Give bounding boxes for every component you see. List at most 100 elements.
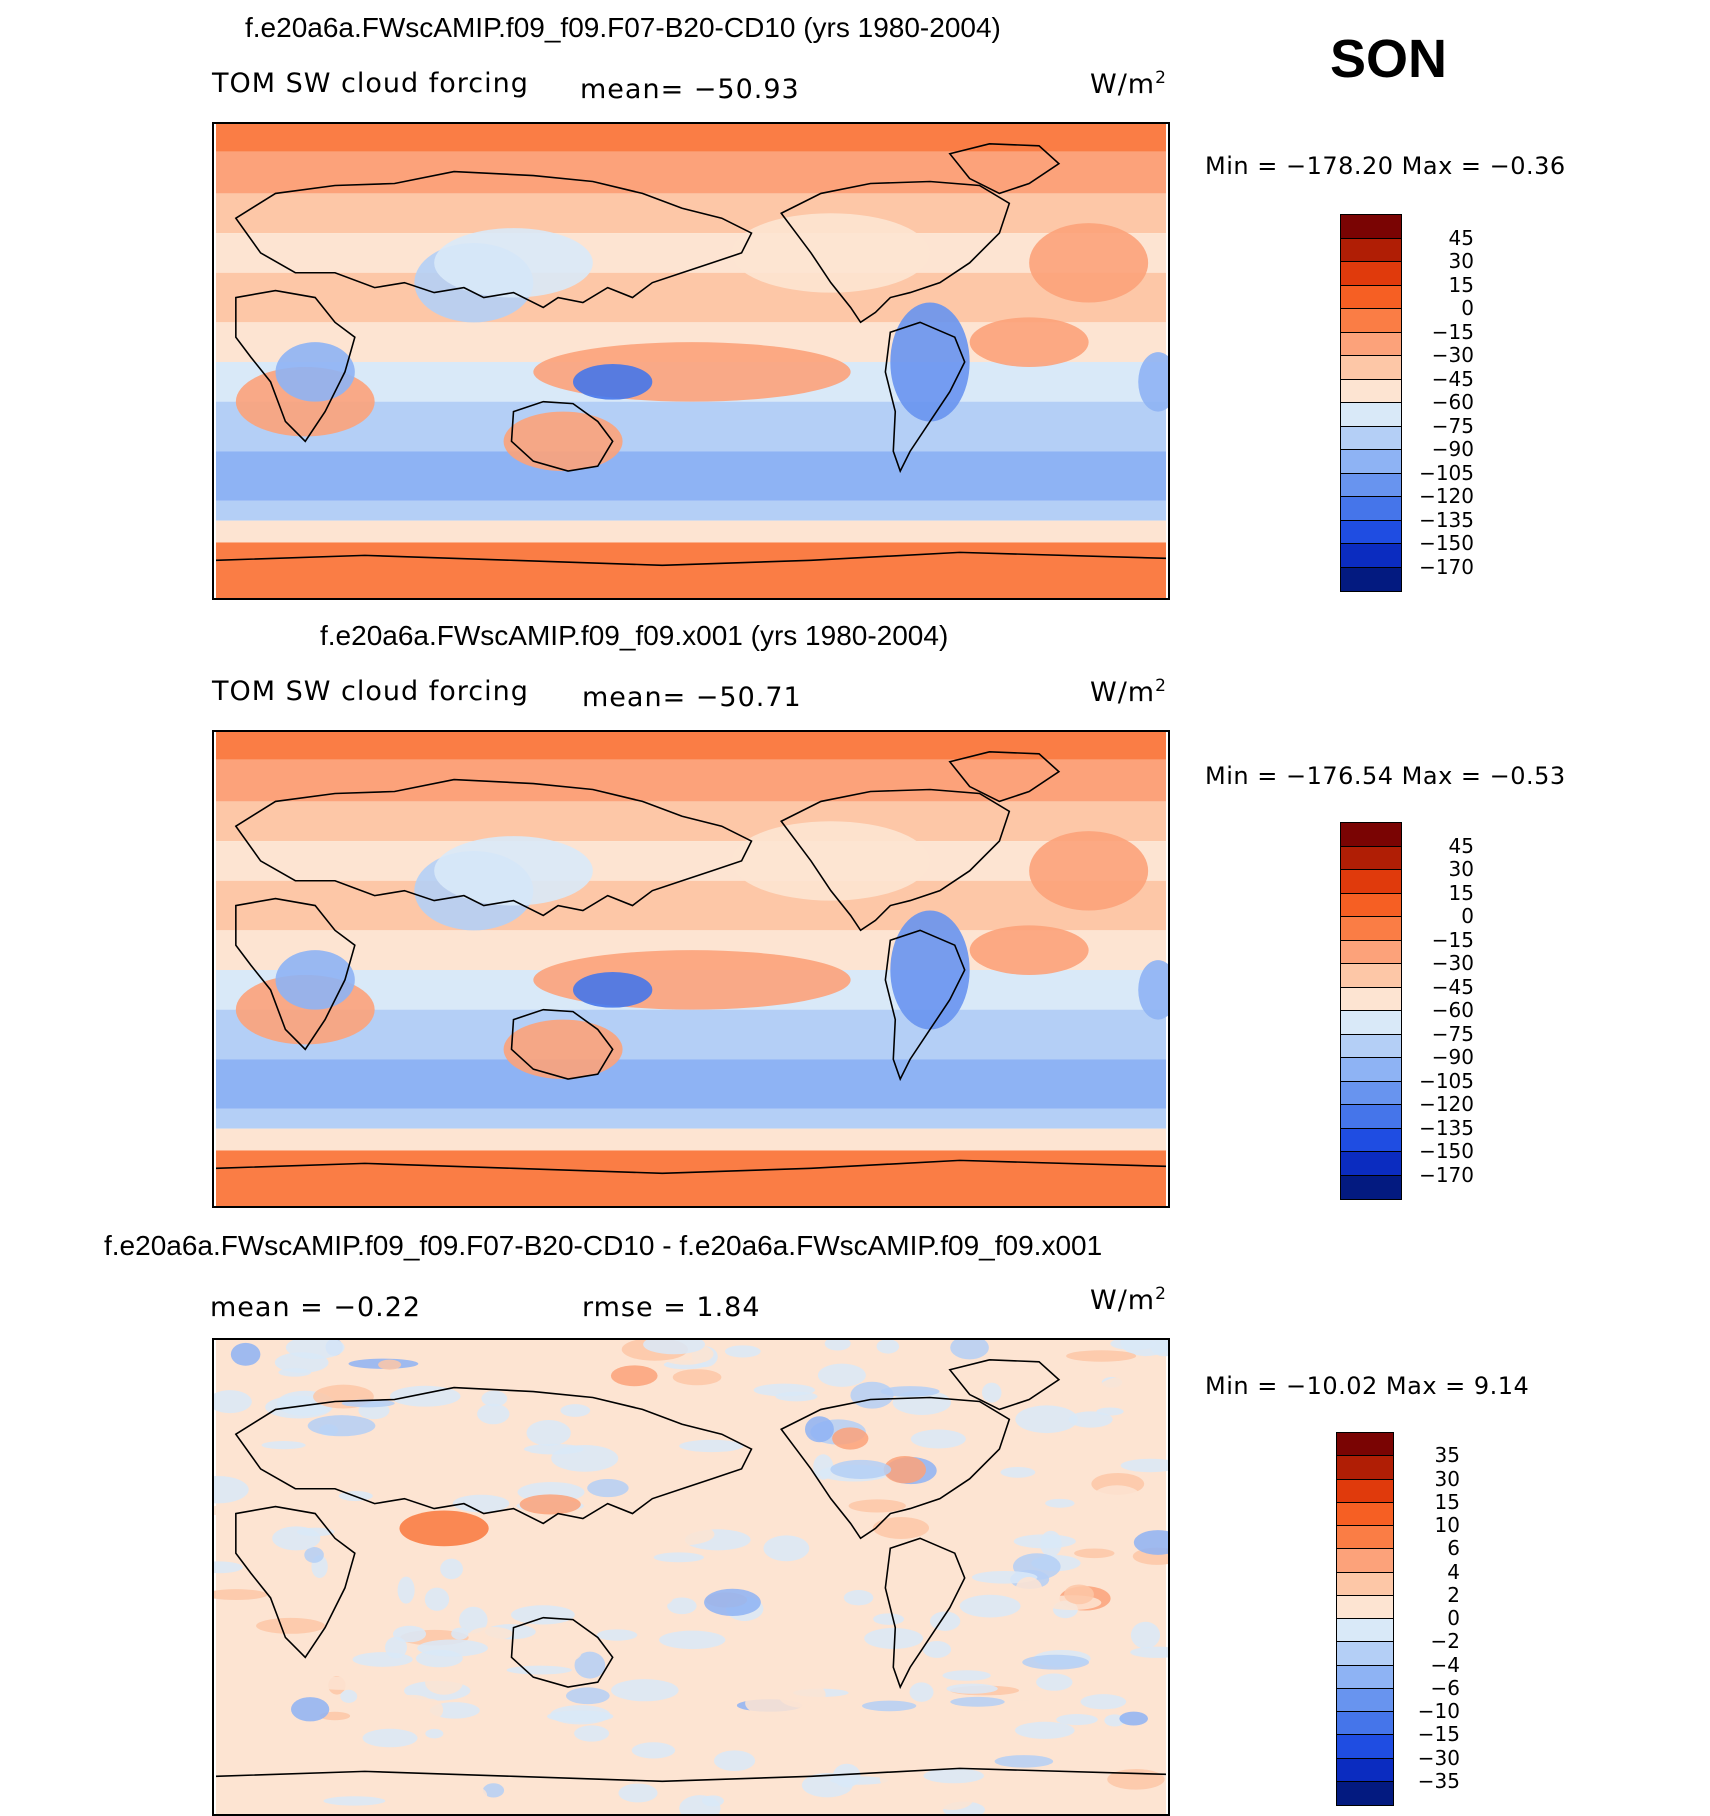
- map-field-blob: [864, 1627, 924, 1649]
- map-field-blob: [424, 1587, 450, 1611]
- map-coastline: [510, 1616, 614, 1688]
- panel1-colorbar-swatch: [1341, 497, 1401, 521]
- map-field-blob: [909, 1682, 934, 1702]
- panel3-title: f.e20a6a.FWscAMIP.f09_f09.F07-B20-CD10 -…: [104, 1230, 1103, 1261]
- map-field-blob: [434, 836, 593, 906]
- map-field-blob: [932, 1560, 953, 1571]
- map-band: [216, 801, 1166, 842]
- map-field-blob: [323, 1796, 386, 1806]
- map-field-blob: [702, 1795, 724, 1807]
- panel3-colorbar-tick-label: 4: [1447, 1559, 1460, 1584]
- panel3-colorbar-tick-label: −15: [1417, 1722, 1460, 1747]
- panel2-colorbar-tick-label: −150: [1419, 1139, 1474, 1163]
- map-field-blob: [994, 1755, 1054, 1768]
- panel2-min-max: Min = −176.54 Max = −0.53: [1205, 762, 1566, 790]
- panel1-colorbar: [1340, 214, 1402, 592]
- map-band: [216, 841, 1166, 881]
- map-field-blob: [763, 1535, 810, 1562]
- map-field-blob: [1074, 1548, 1115, 1559]
- map-field-blob: [1022, 1654, 1089, 1670]
- map-field-blob: [425, 1670, 463, 1695]
- map-field-blob: [362, 1728, 418, 1748]
- map-band: [216, 1059, 1166, 1109]
- panel3-colorbar-swatch: [1337, 1526, 1393, 1550]
- panel2-colorbar-swatch: [1341, 1152, 1401, 1176]
- map-field-blob: [883, 1456, 927, 1484]
- panel1-colorbar-swatch: [1341, 215, 1401, 239]
- map-field-blob: [1029, 831, 1149, 911]
- season-label: SON: [1330, 29, 1448, 89]
- map-field-blob: [275, 950, 355, 1010]
- panel3-colorbar-swatch: [1337, 1456, 1393, 1480]
- map-field-blob: [933, 1538, 993, 1549]
- panel1-colorbar-tick-label: −105: [1419, 460, 1474, 485]
- map-field-blob: [1068, 1411, 1113, 1428]
- map-field-blob: [646, 1523, 715, 1546]
- map-field-blob: [1138, 960, 1168, 1020]
- map-field-blob: [1133, 1530, 1168, 1555]
- map-field-blob: [1036, 1673, 1073, 1691]
- panel3-colorbar-tick-label: −30: [1417, 1745, 1460, 1770]
- map-coastline: [510, 1008, 614, 1080]
- panel3-rmse: rmse = 1.84: [582, 1292, 761, 1323]
- panel1-colorbar-swatch: [1341, 567, 1401, 591]
- map-field-blob: [526, 1419, 571, 1446]
- panel3-colorbar-tick-label: −35: [1417, 1768, 1460, 1793]
- panel2-colorbar-labels: 45 30 15 0 −15 −30 −45 −60 −75 −90 −105 −120 −135 −15…: [1410, 822, 1474, 1200]
- map-coastline: [234, 170, 753, 309]
- map-coastline: [780, 180, 1011, 324]
- panel3-colorbar: [1336, 1432, 1394, 1806]
- map-field-blob: [560, 1404, 591, 1417]
- panel2-colorbar-tick-label: −15: [1431, 927, 1474, 952]
- panel3-units: W/m2: [1090, 1284, 1167, 1316]
- panel2-colorbar-swatch: [1341, 823, 1401, 847]
- map-field-blob: [1130, 1621, 1161, 1649]
- panel3-colorbar-swatch: [1337, 1572, 1393, 1596]
- panel2-colorbar-tick-label: −75: [1431, 1021, 1474, 1046]
- map-band: [216, 1009, 1166, 1060]
- panel1-colorbar-swatch: [1341, 520, 1401, 544]
- map-field-blob: [459, 1606, 488, 1634]
- panel3-colorbar-tick-label: 35: [1434, 1443, 1460, 1468]
- map-field-blob: [335, 1560, 380, 1572]
- panel3-map: [212, 1338, 1170, 1816]
- map-field-blob: [611, 1679, 679, 1702]
- panel2-title: f.e20a6a.FWscAMIP.f09_f09.x001 (yrs 1980…: [320, 620, 949, 651]
- map-field-blob: [631, 1742, 676, 1759]
- map-field-blob: [385, 1636, 407, 1659]
- map-field-blob: [669, 1756, 711, 1784]
- panel3-colorbar-tick-label: 2: [1447, 1582, 1460, 1607]
- panel2-colorbar-swatch: [1341, 893, 1401, 917]
- panel3-colorbar-tick-label: 0: [1447, 1606, 1460, 1630]
- map-band: [216, 401, 1166, 452]
- map-band: [216, 1128, 1166, 1151]
- map-band: [216, 732, 1166, 760]
- panel2-colorbar-swatch: [1341, 940, 1401, 964]
- panel2-colorbar-swatch: [1341, 1034, 1401, 1058]
- map-field-blob: [272, 1526, 321, 1551]
- panel1-colorbar-swatch: [1341, 473, 1401, 497]
- map-field-blob: [245, 1694, 275, 1713]
- panel1-colorbar-labels: 45 30 15 0 −15 −30 −45 −60 −75 −90 −105 −120 −135 −15…: [1410, 214, 1474, 592]
- panel3-mean: mean = −0.22: [210, 1292, 422, 1323]
- map-field-blob: [1119, 1711, 1148, 1726]
- map-band: [216, 759, 1166, 802]
- map-field-blob: [572, 363, 653, 400]
- map-field-blob: [503, 1019, 623, 1080]
- map-field-blob: [440, 1558, 463, 1580]
- map-field-blob: [572, 971, 653, 1008]
- map-field-blob: [910, 1429, 966, 1449]
- map-field-blob: [340, 1689, 358, 1703]
- map-field-blob: [214, 1589, 268, 1600]
- map-field-blob: [547, 1710, 614, 1723]
- map-field-blob: [753, 1383, 815, 1397]
- map-coastline: [234, 1386, 753, 1525]
- map-field-blob: [922, 1641, 952, 1658]
- map-field-blob: [643, 1340, 705, 1355]
- map-field-blob: [214, 1390, 252, 1414]
- map-field-blob: [618, 1783, 658, 1803]
- map-field-blob: [1015, 1721, 1075, 1739]
- map-field-blob: [261, 1441, 306, 1450]
- panel3-colorbar-swatch: [1337, 1595, 1393, 1619]
- map-field-blob: [452, 1494, 510, 1513]
